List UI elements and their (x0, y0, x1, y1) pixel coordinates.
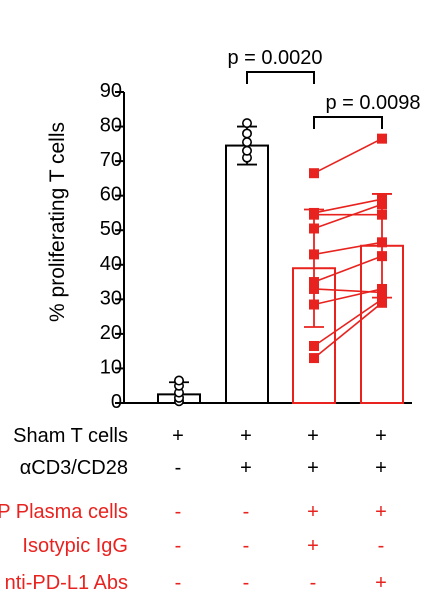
data-point (377, 199, 387, 210)
y-tick-label: 90 (100, 80, 122, 102)
paired-line (313, 241, 383, 256)
y-tick-label: 10 (100, 356, 122, 378)
condition-sign: + (375, 425, 387, 447)
y-tick-label: 30 (100, 287, 122, 309)
data-point (174, 375, 185, 386)
data-point (242, 145, 253, 156)
y-tick-label: 40 (100, 253, 122, 275)
bars (157, 125, 404, 405)
data-point (377, 297, 387, 308)
condition-label: nti-PD-L1 Abs (5, 572, 128, 594)
p-value-label: p = 0.0020 (227, 47, 322, 69)
p-value-label: p = 0.0098 (325, 92, 420, 114)
bar (225, 144, 269, 405)
paired-line (313, 302, 383, 359)
condition-label: Sham T cells (13, 425, 128, 447)
data-point (377, 251, 387, 262)
data-point (377, 237, 387, 248)
condition-sign: + (172, 425, 184, 447)
y-tick-label: 50 (100, 218, 122, 240)
condition-sign: + (375, 457, 387, 479)
condition-sign: - (378, 535, 385, 557)
data-point (242, 137, 253, 148)
condition-sign: + (240, 457, 252, 479)
paired-line (313, 203, 383, 230)
condition-sign: - (243, 535, 250, 557)
paired-line (313, 288, 383, 306)
condition-label: P Plasma cells (0, 501, 128, 523)
paired-lines (313, 137, 383, 359)
y-axis-label: % proliferating T cells (46, 122, 69, 322)
condition-sign: + (375, 572, 387, 594)
y-tick-label: 80 (100, 115, 122, 137)
data-point (377, 194, 387, 205)
condition-sign: - (310, 572, 317, 594)
data-point (309, 168, 319, 179)
condition-sign: + (307, 425, 319, 447)
data-point (309, 277, 319, 288)
data-point (309, 223, 319, 234)
data-point (377, 133, 387, 144)
condition-label: Isotypic IgG (22, 535, 128, 557)
condition-sign: - (175, 535, 182, 557)
data-points (174, 118, 387, 407)
data-point (377, 209, 387, 220)
condition-sign: - (243, 501, 250, 523)
y-axis: 0 10 20 30 40 50 60 70 80 90 (100, 80, 412, 413)
condition-sign: - (243, 572, 250, 594)
paired-line (313, 298, 383, 347)
bracket (246, 71, 315, 84)
paired-line (313, 255, 383, 283)
significance-brackets: p = 0.0020 p = 0.0098 (227, 47, 421, 129)
data-point (309, 209, 319, 220)
condition-sign: + (307, 501, 319, 523)
data-point (309, 283, 319, 294)
condition-table: Sham T cells + + + + αCD3/CD28 - + + + P Plasma ce… (0, 425, 387, 594)
data-point (242, 118, 253, 129)
condition-sign: + (240, 425, 252, 447)
data-point (309, 299, 319, 310)
y-tick-label: 20 (100, 322, 122, 344)
y-tick-label: 70 (100, 149, 122, 171)
bracket (313, 116, 383, 129)
data-point (309, 249, 319, 260)
data-point (309, 353, 319, 364)
condition-label: αCD3/CD28 (20, 457, 128, 479)
condition-sign: + (307, 457, 319, 479)
condition-sign: + (307, 535, 319, 557)
paired-line (313, 137, 383, 174)
condition-sign: + (375, 501, 387, 523)
condition-sign: - (175, 572, 182, 594)
y-tick-label: 0 (111, 391, 122, 413)
data-point (309, 340, 319, 351)
condition-sign: - (175, 501, 182, 523)
y-tick-label: 60 (100, 184, 122, 206)
paired-line (313, 198, 383, 214)
data-point (242, 128, 253, 139)
condition-sign: - (175, 457, 182, 479)
data-point (377, 283, 387, 294)
